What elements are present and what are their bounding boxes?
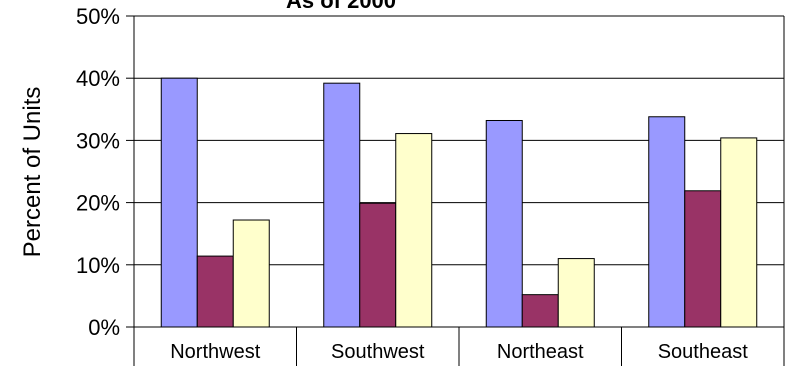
y-tick-labels: 0% 10% 20% 30% 40% 50%	[76, 4, 120, 340]
bar	[160, 77, 198, 328]
bar	[232, 219, 270, 328]
chart-title: As of 2000	[286, 0, 396, 13]
y-axis-label: Percent of Units	[19, 87, 46, 258]
category-labels: Northwest Southwest Northeast Southeast	[170, 341, 748, 363]
bar	[395, 133, 433, 328]
bar	[557, 258, 595, 328]
bar	[485, 119, 523, 328]
y-tick-label: 10%	[76, 253, 120, 278]
bar	[196, 255, 234, 328]
bars	[160, 77, 758, 328]
bar	[359, 202, 397, 328]
y-tick-label: 40%	[76, 66, 120, 91]
bar	[720, 137, 758, 328]
bar	[648, 116, 686, 328]
category-label: Southwest	[331, 341, 425, 363]
category-label: Northeast	[497, 341, 584, 363]
y-tick-label: 50%	[76, 4, 120, 29]
axes	[126, 15, 785, 366]
bar	[323, 82, 361, 328]
bar	[521, 294, 559, 328]
category-label: Southeast	[658, 341, 749, 363]
y-tick-label: 0%	[88, 315, 120, 340]
category-label: Northwest	[170, 341, 260, 363]
bar	[684, 190, 722, 328]
y-tick-label: 20%	[76, 191, 120, 216]
y-tick-label: 30%	[76, 128, 120, 153]
